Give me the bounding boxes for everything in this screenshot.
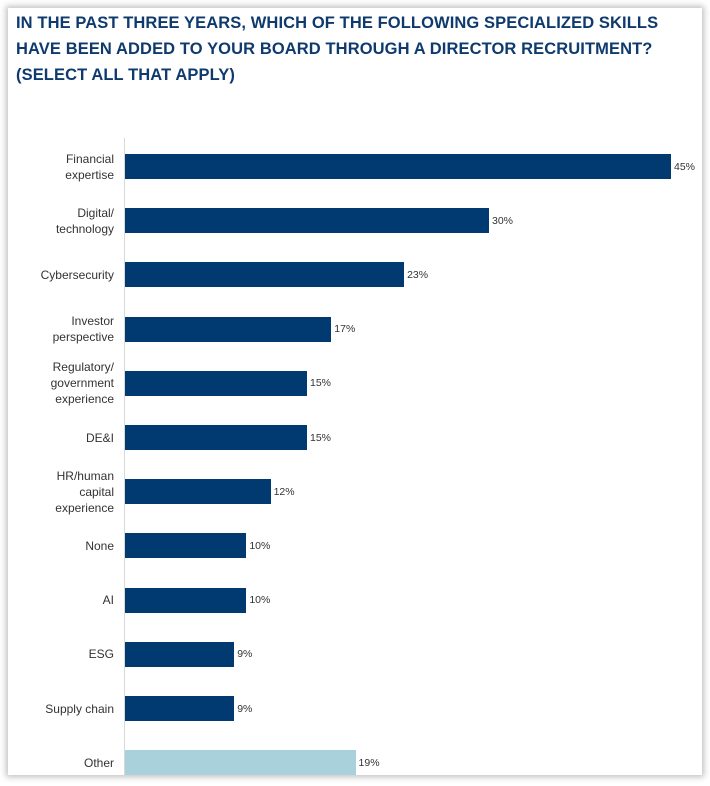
- bar: [125, 750, 356, 776]
- bar: [125, 533, 247, 559]
- category-label: AI: [102, 593, 114, 608]
- category-label: Other: [83, 755, 114, 770]
- bar: [125, 641, 235, 667]
- data-label: 19%: [358, 756, 380, 769]
- bar: [125, 208, 489, 234]
- chart-card: [8, 8, 702, 775]
- data-label: 15%: [310, 431, 332, 444]
- bar: [125, 262, 405, 288]
- data-label: 45%: [674, 160, 696, 173]
- data-label: 30%: [492, 214, 514, 227]
- data-label: 10%: [249, 539, 271, 552]
- data-label: 17%: [334, 323, 356, 336]
- bar: [125, 587, 247, 613]
- bar: [125, 479, 271, 505]
- data-label: 10%: [249, 594, 271, 607]
- category-label: Investor perspective: [52, 314, 114, 345]
- bar: [125, 316, 332, 342]
- category-label: Regulatory/ government experience: [50, 360, 114, 407]
- data-label: 15%: [310, 377, 332, 390]
- data-label: 23%: [407, 268, 429, 281]
- category-label: Digital/ technology: [55, 205, 114, 236]
- category-label: ESG: [88, 647, 114, 662]
- data-label: 9%: [237, 648, 253, 661]
- category-label: HR/human capital experience: [55, 468, 114, 515]
- data-label: 9%: [237, 702, 253, 715]
- category-label: Supply chain: [45, 701, 114, 716]
- y-axis-line: [124, 138, 125, 776]
- chart-title: IN THE PAST THREE YEARS, WHICH OF THE FO…: [16, 14, 659, 84]
- bar: [125, 370, 307, 396]
- category-label: None: [85, 538, 114, 553]
- category-label: DE&I: [85, 430, 114, 445]
- data-label: 12%: [273, 485, 295, 498]
- bar: [125, 425, 307, 450]
- category-label: Financial expertise: [65, 151, 114, 182]
- category-label: Cybersecurity: [40, 267, 114, 282]
- bar: [125, 154, 671, 179]
- bar: [125, 696, 235, 721]
